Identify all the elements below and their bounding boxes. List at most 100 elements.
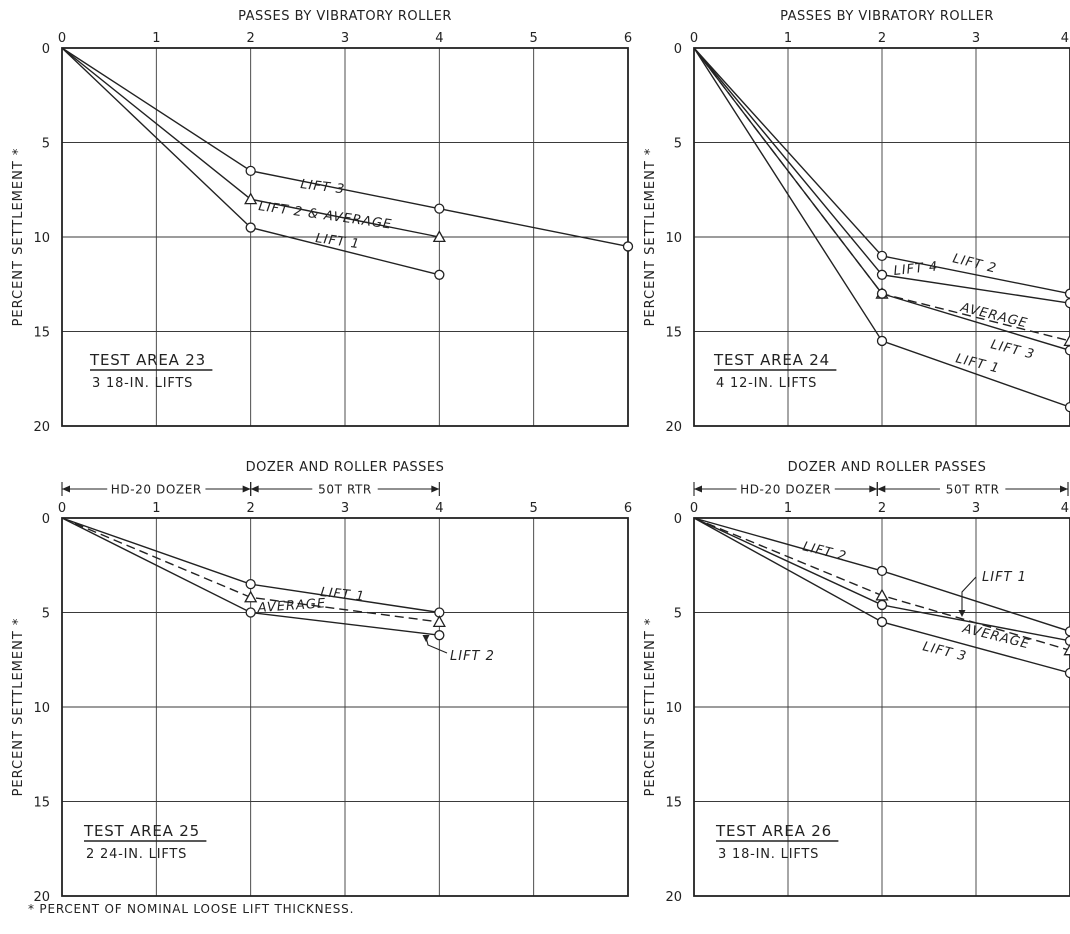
phase-label: 50T RTR — [946, 483, 1000, 497]
data-point — [245, 222, 256, 233]
series-label: AVERAGE — [960, 621, 1031, 652]
data-point — [622, 241, 634, 252]
x-tick-label: 2 — [247, 501, 255, 516]
x-tick-label: 4 — [435, 31, 443, 46]
x-tick-label: 4 — [1061, 31, 1069, 46]
data-point-triangle — [244, 590, 258, 603]
phase-arrowhead — [242, 485, 251, 493]
phase-arrowhead — [877, 485, 886, 493]
x-tick-label: 4 — [435, 501, 443, 516]
test-area-title: TEST AREA 24 — [713, 351, 830, 369]
series-label: LIFT 1 — [954, 351, 1001, 376]
series-label: LIFT 3 — [989, 337, 1036, 362]
leader-arrowhead — [958, 610, 966, 617]
test-area-lifts: 3 18-IN. LIFTS — [92, 376, 193, 391]
chart-title: PASSES BY VIBRATORY ROLLER — [780, 9, 994, 24]
data-point-triangle — [244, 192, 258, 205]
y-tick-label: 10 — [665, 231, 682, 246]
y-tick-label: 15 — [33, 796, 50, 811]
grid — [62, 518, 628, 896]
x-tick-label: 1 — [784, 31, 792, 46]
y-tick-label: 10 — [665, 701, 682, 716]
data-point — [876, 335, 888, 347]
plot-frame — [61, 47, 629, 427]
y-tick-label: 15 — [665, 326, 682, 341]
x-tick-label: 3 — [341, 31, 349, 46]
plot-frame — [693, 47, 1070, 427]
data-point — [876, 269, 888, 280]
phase-label: HD-20 DOZER — [111, 483, 202, 497]
data-point — [1064, 401, 1070, 413]
y-tick-label: 5 — [42, 607, 50, 622]
data-point — [1064, 635, 1070, 646]
x-tick-label: 2 — [878, 31, 886, 46]
series-label: LIFT 4 — [893, 259, 939, 279]
phase-annotation: HD-20 DOZER 50T RTR — [693, 482, 1069, 497]
series-average: AVERAGE — [61, 517, 446, 627]
chart-title: PASSES BY VIBRATORY ROLLER — [238, 9, 452, 24]
x-tick-label: 0 — [58, 501, 66, 516]
series-label: LIFT 2 — [450, 649, 495, 664]
x-tick-label: 1 — [784, 501, 792, 516]
plot-frame — [693, 517, 1070, 897]
footnote: * PERCENT OF NOMINAL LOOSE LIFT THICKNES… — [28, 902, 355, 916]
data-point — [245, 579, 256, 590]
y-tick-label: 15 — [665, 796, 682, 811]
series-line — [61, 47, 629, 248]
series-label: LIFT 1 — [320, 585, 366, 605]
x-tick-label: 0 — [690, 501, 698, 516]
y-tick-label: 0 — [674, 42, 682, 57]
phase-arrowhead — [1060, 485, 1068, 493]
y-tick-label: 15 — [33, 326, 50, 341]
test-area-lifts: 4 12-IN. LIFTS — [716, 376, 817, 391]
y-tick-label: 5 — [42, 137, 50, 152]
phase-arrowhead — [62, 485, 70, 493]
y-tick-label: 20 — [665, 890, 682, 905]
x-tick-label: 3 — [972, 501, 980, 516]
test-area-lifts: 3 18-IN. LIFTS — [718, 847, 819, 862]
x-tick-label: 1 — [152, 501, 160, 516]
data-point — [434, 269, 445, 280]
test-area-label: TEST AREA 26 3 18-IN. LIFTS — [715, 822, 839, 862]
data-point-triangle — [432, 615, 446, 627]
series-lift-1: LIFT 1 — [61, 517, 445, 618]
chart-panel-3: 0 1 2 3 4 5 6 0 5 10 15 20 DOZER AND ROLLER PASSES PE… — [11, 460, 632, 905]
y-axis-label: PERCENT SETTLEMENT * — [643, 618, 658, 797]
y-tick-label: 10 — [33, 231, 50, 246]
x-tick-label: 6 — [624, 31, 632, 46]
data-point — [245, 165, 256, 177]
y-tick-label: 20 — [665, 420, 682, 435]
x-tick-label: 5 — [530, 501, 538, 516]
phase-label: 50T RTR — [318, 483, 372, 497]
phase-label: HD-20 DOZER — [740, 483, 831, 497]
y-tick-label: 5 — [674, 137, 682, 152]
y-axis-label: PERCENT SETTLEMENT * — [11, 148, 26, 327]
data-point — [876, 565, 888, 577]
data-point-triangle — [875, 588, 889, 601]
series-label: LIFT 2 & AVERAGE — [257, 199, 393, 233]
y-axis-label: PERCENT SETTLEMENT * — [11, 618, 26, 797]
series-lift-1: LIFT 1 — [61, 47, 445, 280]
grid — [62, 48, 628, 426]
data-point — [876, 599, 888, 611]
leader-arrowhead — [422, 635, 430, 642]
data-point — [245, 607, 256, 618]
y-tick-label: 10 — [33, 701, 50, 716]
x-tick-label: 2 — [878, 501, 886, 516]
y-tick-label: 20 — [33, 890, 50, 905]
data-point — [1064, 345, 1070, 356]
data-point — [876, 616, 888, 628]
phase-annotation: HD-20 DOZER 50T RTR — [61, 482, 440, 497]
y-tick-label: 0 — [674, 512, 682, 527]
series-lift-1: LIFT 1 — [693, 517, 1070, 646]
x-tick-label: 0 — [58, 31, 66, 46]
x-tick-label: 3 — [972, 31, 980, 46]
label-leader — [961, 576, 977, 612]
test-area-label: TEST AREA 25 2 24-IN. LIFTS — [83, 822, 207, 862]
chart-title: DOZER AND ROLLER PASSES — [788, 460, 987, 475]
series-label: LIFT 1 — [982, 570, 1027, 585]
test-area-title: TEST AREA 25 — [83, 822, 200, 840]
series-lift-4: LIFT 4 — [693, 47, 1070, 309]
y-axis-label: PERCENT SETTLEMENT * — [643, 148, 658, 327]
